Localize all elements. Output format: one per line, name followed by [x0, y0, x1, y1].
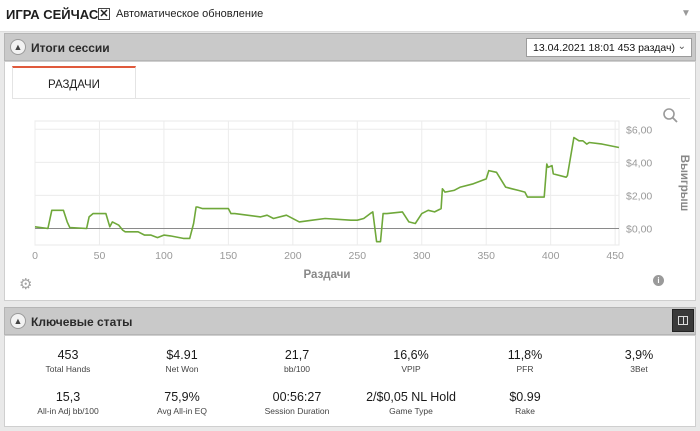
stat-value: 3,9% — [624, 348, 654, 362]
stat-label: Game Type — [389, 406, 433, 416]
collapse-icon[interactable]: ▲ — [10, 39, 26, 55]
stat-game-type: 2/$0,05 NL Hold Game Type — [356, 390, 466, 416]
stat-label: Session Duration — [264, 406, 330, 416]
session-select[interactable]: 13.04.2021 18:01 453 раздач) ⌄ — [526, 38, 692, 57]
y-tick-label: $4,00 — [626, 157, 652, 169]
stat-label: 3Bet — [630, 364, 648, 374]
stat-value: 21,7 — [284, 348, 310, 362]
stat-3bet: 3,9% 3Bet — [584, 348, 694, 374]
stat-total-hands: 453 Total Hands — [13, 348, 123, 374]
auto-update-checkbox[interactable]: ✕ — [98, 8, 110, 20]
stats-panel-title: Ключевые статы — [31, 315, 133, 329]
stat-value: 16,6% — [393, 348, 429, 362]
stat-value: $0.99 — [509, 390, 541, 404]
session-panel-header: ▲ Итоги сессии 13.04.2021 18:01 453 разд… — [4, 33, 696, 61]
stat-value: $4.91 — [166, 348, 198, 362]
stat-session-duration: 00:56:27 Session Duration — [242, 390, 352, 416]
stat-label: All-in Adj bb/100 — [37, 406, 99, 416]
y-tick-label: $6,00 — [626, 124, 652, 136]
y-axis-label: Выигрыш — [678, 155, 690, 211]
plot-area — [34, 120, 620, 246]
top-bar: ИГРА СЕЙЧАС ✕ Автоматическое обновление … — [0, 0, 700, 32]
layout-toggle-button[interactable] — [672, 309, 694, 332]
tab-divider — [12, 98, 690, 99]
x-tick-label: 150 — [220, 250, 238, 262]
key-stats-panel: 453 Total Hands $4.91 Net Won 21,7 bb/10… — [4, 335, 696, 427]
chevron-down-icon[interactable]: ▼ — [681, 8, 691, 19]
zoom-icon[interactable] — [663, 108, 678, 123]
stat-rake: $0.99 Rake — [470, 390, 580, 416]
stat-allin-adj: 15,3 All-in Adj bb/100 — [13, 390, 123, 416]
stat-bb100: 21,7 bb/100 — [242, 348, 352, 374]
winnings-chart: 0 50 100 150 200 250 300 350 400 450 $0,00 $2,00 $4,… — [32, 108, 690, 281]
x-axis-label: Раздачи — [304, 269, 351, 281]
chart-panel: РАЗДАЧИ 0 50 100 150 200 250 300 350 400 450 $0,00… — [4, 61, 696, 301]
info-icon[interactable]: i — [653, 275, 664, 286]
stat-label: Avg All-in EQ — [157, 406, 207, 416]
x-tick-label: 400 — [542, 250, 560, 262]
x-tick-label: 50 — [94, 250, 106, 262]
x-tick-label: 0 — [32, 250, 38, 262]
stat-label: Rake — [515, 406, 535, 416]
session-panel-title: Итоги сессии — [31, 41, 110, 55]
chevron-down-icon: ⌄ — [677, 41, 686, 52]
series-line — [34, 136, 620, 243]
auto-update-label[interactable]: Автоматическое обновление — [116, 8, 264, 20]
tab-hands[interactable]: РАЗДАЧИ — [12, 66, 136, 99]
stat-vpip: 16,6% VPIP — [356, 348, 466, 374]
stat-label: Total Hands — [45, 364, 91, 374]
gear-icon[interactable]: ⚙ — [19, 276, 33, 293]
stat-value: 2/$0,05 NL Hold — [366, 390, 456, 404]
x-tick-label: 450 — [606, 250, 624, 262]
stat-value: 453 — [57, 348, 79, 362]
collapse-icon[interactable]: ▲ — [10, 313, 26, 329]
y-tick-label: $2,00 — [626, 190, 652, 202]
stat-avg-allin-eq: 75,9% Avg All-in EQ — [127, 390, 237, 416]
stat-label: VPIP — [401, 364, 421, 374]
stat-value: 75,9% — [164, 390, 200, 404]
session-select-value: 13.04.2021 18:01 453 раздач) — [533, 42, 675, 54]
x-tick-label: 300 — [413, 250, 431, 262]
x-tick-label: 200 — [284, 250, 302, 262]
x-tick-label: 100 — [155, 250, 173, 262]
stat-value: 11,8% — [507, 348, 543, 362]
stat-label: Net Won — [165, 364, 199, 374]
y-tick-label: $0,00 — [626, 223, 652, 235]
stat-value: 00:56:27 — [272, 390, 322, 404]
stat-label: bb/100 — [284, 364, 310, 374]
stat-value: 15,3 — [55, 390, 81, 404]
stat-label: PFR — [516, 364, 534, 374]
stat-net-won: $4.91 Net Won — [127, 348, 237, 374]
stats-panel-header: ▲ Ключевые статы — [4, 307, 696, 335]
stat-pfr: 11,8% PFR — [470, 348, 580, 374]
layout-icon — [678, 316, 688, 325]
page-title: ИГРА СЕЙЧАС — [6, 7, 99, 22]
x-tick-label: 350 — [477, 250, 495, 262]
x-tick-label: 250 — [349, 250, 367, 262]
